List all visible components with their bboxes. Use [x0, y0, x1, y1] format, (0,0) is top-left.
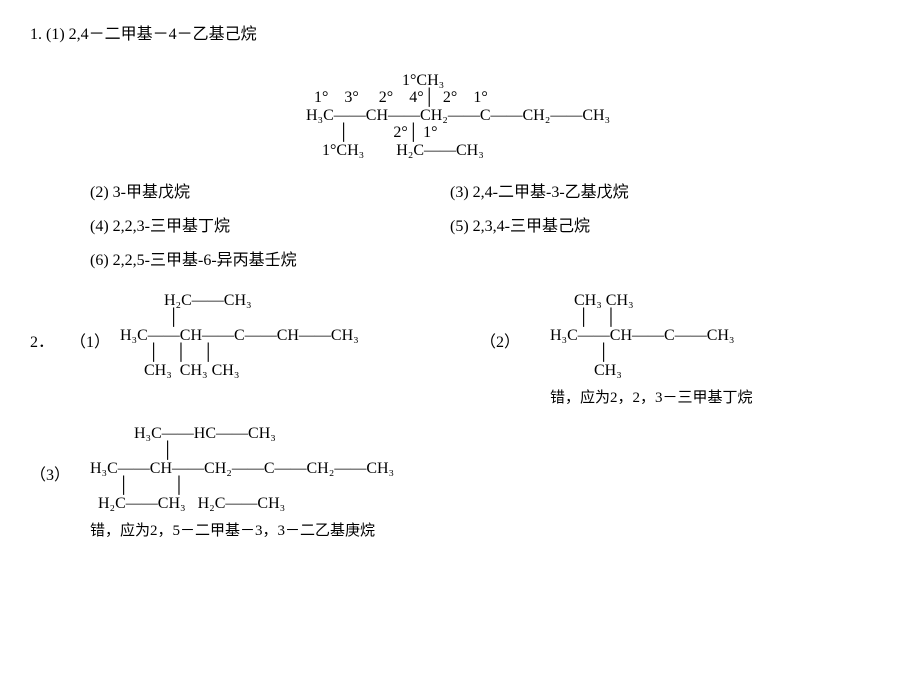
- item-2-1-structure: H₂C——CH₃ │ H₃C——CH——C——CH——CH₃ │ │ │ CH₃…: [120, 292, 440, 380]
- structure-line: H₃C——HC——CH₃: [90, 425, 276, 442]
- item-2-2-structure: CH₃ CH₃ │ │ H₃C——CH——C——CH₃ │ CH₃ 错，应为2，…: [550, 292, 753, 407]
- problem-1-structure: 1°CH₃ 1° 3° 2° 4°│ 2° 1° H₃C——CH——CH₂——C…: [290, 54, 890, 160]
- subitem-4: (4) 2,2,3-三甲基丁烷: [90, 212, 450, 236]
- structure-line: H₃C——CH——C——CH₃: [550, 327, 735, 344]
- item-2-2-note: 错，应为2，2，3－三甲基丁烷: [550, 386, 753, 407]
- structure-line: H₃C——CH——C——CH——CH₃: [120, 327, 359, 344]
- structure-line: CH₃ CH₃ CH₃: [120, 362, 239, 379]
- subitem-6: (6) 2,2,5-三甲基-6-异丙基壬烷: [90, 246, 297, 270]
- structure-line: H₃C——CH——CH₂——C——CH₂——CH₃: [90, 460, 394, 477]
- subitem-5: (5) 2,3,4-三甲基己烷: [450, 212, 590, 236]
- structure-line: H₃C——CH——CH₂——C——CH₂——CH₃: [290, 107, 610, 124]
- structure-line: 1°CH₃ H₂C——CH₃: [290, 142, 484, 159]
- subitem-3: (3) 2,4-二甲基-3-乙基戊烷: [450, 178, 629, 202]
- item-2-2-label: （2）: [480, 292, 550, 352]
- structure-line: H₂C——CH₃ H₂C——CH₃: [90, 495, 285, 512]
- structure-line: 1° 3° 2° 4°│ 2° 1°: [290, 89, 488, 106]
- structure-line: │ │: [90, 477, 185, 494]
- item-2-3-structure: H₃C——HC——CH₃ │ H₃C——CH——CH₂——C——CH₂——CH₃…: [90, 425, 394, 540]
- problem-1-header: 1. (1) 2,4－二甲基－4－乙基己烷: [30, 20, 890, 44]
- structure-line: H₂C——CH₃: [120, 292, 252, 309]
- structure-line: 1°CH₃: [290, 72, 444, 89]
- structure-line: CH₃: [550, 362, 622, 379]
- problem-1-subitems: (2) 3-甲基戊烷 (3) 2,4-二甲基-3-乙基戊烷 (4) 2,2,3-…: [90, 178, 890, 270]
- structure-line: │ │ │: [120, 344, 214, 361]
- structure-line: │ │: [550, 309, 617, 326]
- structure-line: │: [90, 442, 173, 459]
- problem-2-label: 2．: [30, 292, 70, 352]
- item-2-3-label: （3）: [30, 425, 90, 485]
- structure-line: │: [550, 344, 609, 361]
- structure-line: │ 2°│ 1°: [290, 124, 437, 141]
- structure-line: CH₃ CH₃: [550, 292, 634, 309]
- item-2-1-label: （1）: [70, 292, 120, 352]
- subitem-2: (2) 3-甲基戊烷: [90, 178, 450, 202]
- structure-line: │: [120, 309, 179, 326]
- item-2-3-note: 错，应为2，5－二甲基－3，3－二乙基庚烷: [90, 519, 394, 540]
- problem-2: 2． （1） H₂C——CH₃ │ H₃C——CH——C——CH——CH₃ │ …: [30, 292, 890, 540]
